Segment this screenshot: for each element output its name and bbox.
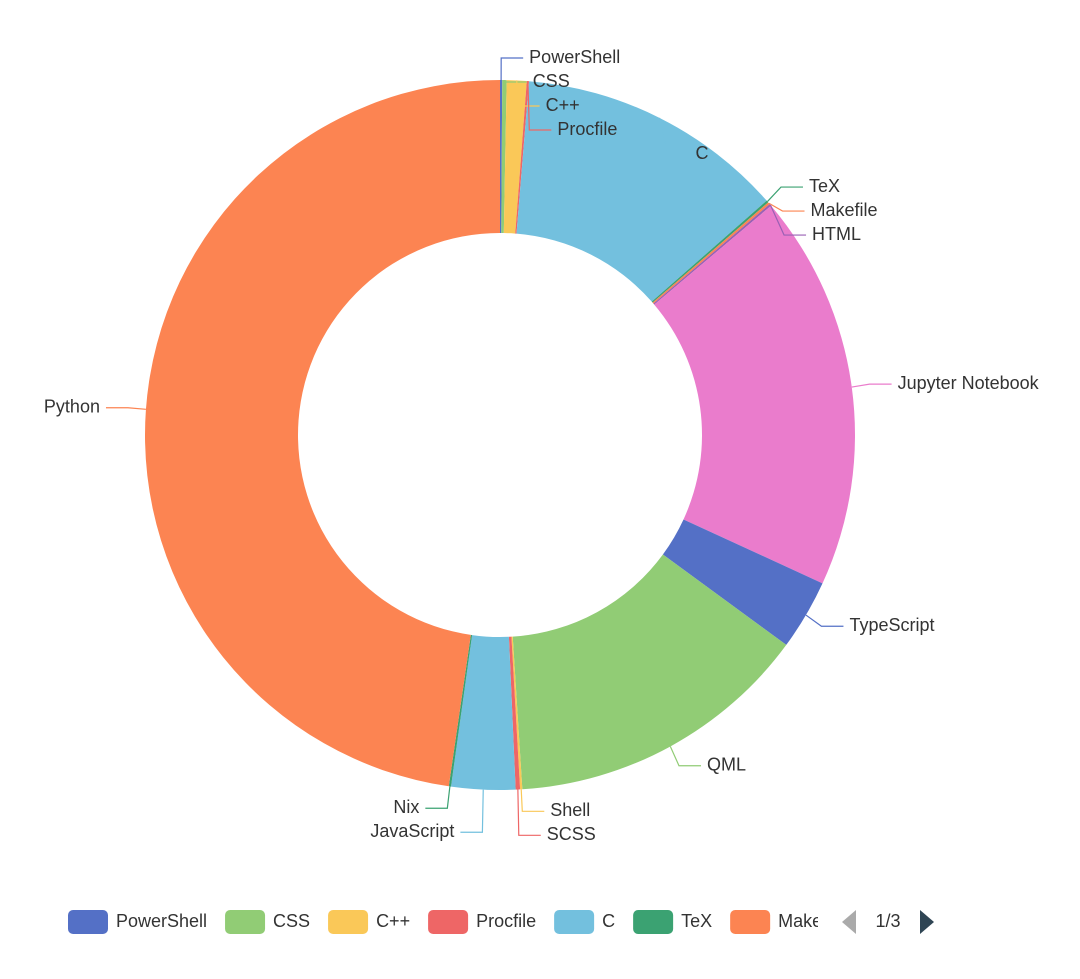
label-line [527,81,552,131]
slice [508,636,521,790]
legend-label: Procfile [476,911,536,931]
label-line [517,789,541,836]
slice-label: Makefile [811,200,878,220]
slice-label: C++ [546,95,580,115]
slice [501,80,507,234]
slice-label: SCSS [547,824,596,844]
legend-swatch [428,910,469,934]
legend-label: TeX [681,911,712,931]
slice [145,79,500,787]
slice [651,200,769,303]
slice-label: TypeScript [849,615,934,635]
slice-label: CSS [533,71,570,91]
slice [662,519,823,645]
legend-swatch [633,910,674,934]
slice [654,205,855,584]
slice [512,554,787,790]
label-line [425,786,451,809]
label-line [658,117,690,155]
slice-label: Python [44,396,100,416]
label-line [500,57,524,81]
label-line [766,186,803,202]
slice [500,80,503,234]
legend-label: C++ [376,911,410,931]
label-line [769,204,807,236]
slice [503,80,527,234]
slice-label: Procfile [557,119,617,139]
label-line [805,614,844,627]
legend-label: C [602,911,615,931]
slice-label: Shell [550,800,590,820]
legend-label: PowerShell [116,911,207,931]
slice [515,81,530,234]
legend-label: Makefile [778,911,845,931]
slice-label: Nix [393,797,419,817]
legend-swatch [225,910,266,934]
slice-label: HTML [812,224,861,244]
label-line [460,789,484,833]
label-line [516,80,540,107]
label-line [851,383,892,388]
label-line [520,789,545,812]
slice [652,202,770,304]
legend-label: CSS [273,911,310,931]
label-line [503,79,527,83]
legend-swatch [554,910,595,934]
slice-label: TeX [809,176,840,196]
label-line [105,407,146,410]
slice-label: C [696,143,709,163]
slice [516,81,767,302]
legend-swatch [730,910,771,934]
slice [653,204,772,305]
slice-label: JavaScript [370,821,454,841]
label-line [669,746,701,767]
slice [450,635,516,790]
slice-label: QML [707,755,746,775]
slice-label: Jupyter Notebook [898,373,1040,393]
legend-swatch [328,910,369,934]
legend-swatch [68,910,108,934]
label-line [768,202,805,212]
slice [511,636,523,790]
legend-page: 1/3 [875,911,900,931]
legend-prev[interactable] [842,910,856,934]
slice [448,634,473,787]
legend-next[interactable] [920,910,934,934]
slice-label: PowerShell [529,47,620,67]
